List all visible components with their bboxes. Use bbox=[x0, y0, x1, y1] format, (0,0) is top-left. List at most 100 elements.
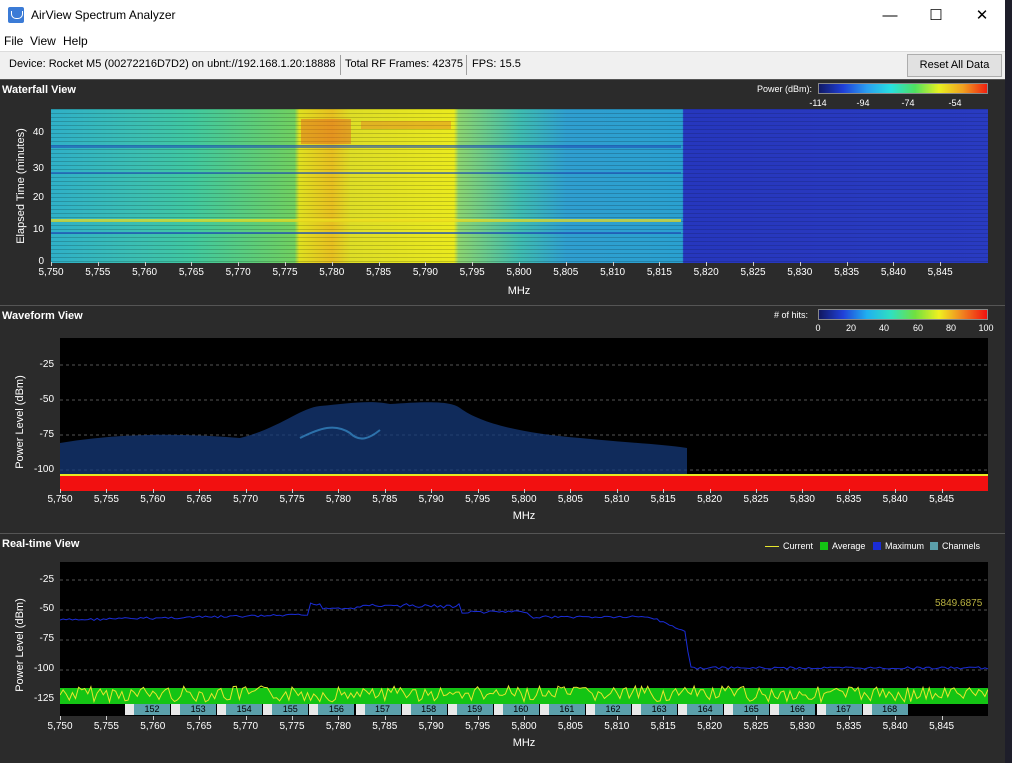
channel-164[interactable]: 164 bbox=[687, 704, 724, 715]
channel-155[interactable]: 155 bbox=[272, 704, 309, 715]
close-button[interactable]: ✕ bbox=[975, 7, 989, 24]
waterfall-y-tick: 0 bbox=[38, 256, 44, 267]
window-title: AirView Spectrum Analyzer bbox=[31, 8, 176, 22]
channel-159[interactable]: 159 bbox=[456, 704, 493, 715]
menu-bar: File View Help bbox=[0, 31, 1005, 51]
x-tick-mark bbox=[848, 716, 850, 720]
x-tick-label: 5,770 bbox=[233, 721, 259, 732]
realtime-panel: Real-time View Current Average Maximum C… bbox=[0, 533, 1005, 763]
title-bar[interactable]: AirView Spectrum Analyzer — ☐ ✕ bbox=[0, 0, 1005, 31]
x-tick-label: 5,830 bbox=[789, 494, 815, 505]
channel-168[interactable]: 168 bbox=[871, 704, 908, 715]
status-divider bbox=[340, 55, 341, 75]
x-tick-label: 5,775 bbox=[272, 267, 298, 278]
current-legend-swatch bbox=[765, 546, 779, 547]
channel-separator bbox=[447, 704, 458, 715]
x-tick-mark bbox=[799, 262, 801, 266]
maximize-button[interactable]: ☐ bbox=[929, 7, 943, 24]
menu-file[interactable]: File bbox=[4, 34, 24, 48]
x-tick-mark bbox=[472, 262, 474, 266]
maximum-legend: Maximum bbox=[885, 541, 925, 551]
x-tick-label: 5,770 bbox=[225, 267, 251, 278]
channel-157[interactable]: 157 bbox=[364, 704, 401, 715]
x-tick-mark bbox=[895, 716, 897, 720]
channel-167[interactable]: 167 bbox=[825, 704, 862, 715]
x-tick-label: 5,780 bbox=[325, 494, 351, 505]
minimize-button[interactable]: — bbox=[882, 7, 898, 24]
channel-166[interactable]: 166 bbox=[779, 704, 816, 715]
channel-165[interactable]: 165 bbox=[733, 704, 770, 715]
x-tick-label: 5,805 bbox=[557, 721, 583, 732]
channel-160[interactable]: 160 bbox=[502, 704, 539, 715]
hits-tick: 60 bbox=[912, 323, 924, 333]
x-tick-label: 5,820 bbox=[697, 721, 723, 732]
realtime-plot[interactable]: 5849.6875 bbox=[60, 562, 988, 709]
waterfall-panel: Waterfall View Power (dBm): -114 -94 -74… bbox=[0, 79, 1005, 304]
x-tick-mark bbox=[802, 716, 804, 720]
hits-tick: 20 bbox=[845, 323, 857, 333]
hits-tick: 0 bbox=[815, 323, 821, 333]
x-tick-label: 5,765 bbox=[178, 267, 204, 278]
channel-152[interactable]: 152 bbox=[134, 704, 170, 715]
current-legend: Current bbox=[783, 541, 814, 551]
x-tick-label: 5,750 bbox=[47, 494, 73, 505]
x-tick-label: 5,755 bbox=[85, 267, 111, 278]
channel-154[interactable]: 154 bbox=[226, 704, 263, 715]
x-tick-label: 5,830 bbox=[789, 721, 815, 732]
x-tick-mark bbox=[245, 716, 247, 720]
channel-163[interactable]: 163 bbox=[641, 704, 678, 715]
channel-separator bbox=[862, 704, 873, 715]
x-tick-mark bbox=[756, 489, 757, 493]
x-tick-mark bbox=[565, 262, 567, 266]
x-tick-label: 5,785 bbox=[372, 721, 398, 732]
x-tick-mark bbox=[106, 489, 108, 493]
x-tick-label: 5,835 bbox=[836, 721, 862, 732]
x-tick-label: 5,825 bbox=[743, 721, 769, 732]
waterfall-scanlines bbox=[51, 109, 988, 263]
channel-153[interactable]: 153 bbox=[180, 704, 217, 715]
waveform-y-tick: -50 bbox=[39, 394, 54, 405]
channel-separator bbox=[263, 704, 274, 715]
waterfall-y-label: Elapsed Time (minutes) bbox=[15, 128, 27, 244]
waterfall-title: Waterfall View bbox=[2, 84, 76, 96]
waterfall-plot[interactable] bbox=[51, 109, 988, 263]
waveform-y-tick: -75 bbox=[39, 429, 54, 440]
x-tick-mark bbox=[144, 262, 146, 266]
channel-separator bbox=[401, 704, 412, 715]
x-tick-label: 5,810 bbox=[604, 721, 630, 732]
x-tick-mark bbox=[292, 716, 293, 720]
menu-help[interactable]: Help bbox=[63, 34, 88, 48]
waveform-title: Waveform View bbox=[2, 310, 83, 322]
x-tick-label: 5,815 bbox=[650, 721, 676, 732]
x-tick-label: 5,800 bbox=[511, 721, 537, 732]
current-series bbox=[60, 684, 988, 704]
channel-separator bbox=[539, 704, 550, 715]
channel-156[interactable]: 156 bbox=[318, 704, 355, 715]
x-tick-mark bbox=[152, 716, 154, 720]
x-tick-mark bbox=[570, 489, 572, 493]
channel-separator bbox=[724, 704, 735, 715]
realtime-y-tick: -125 bbox=[33, 693, 54, 704]
x-tick-mark bbox=[895, 489, 897, 493]
waterfall-x-label: MHz bbox=[507, 285, 531, 297]
channel-161[interactable]: 161 bbox=[548, 704, 585, 715]
hits-colorbar bbox=[818, 309, 988, 320]
x-tick-label: 5,805 bbox=[553, 267, 579, 278]
x-tick-mark bbox=[709, 716, 711, 720]
reset-all-data-button[interactable]: Reset All Data bbox=[907, 54, 1002, 77]
x-tick-label: 5,790 bbox=[412, 267, 438, 278]
realtime-x-label: MHz bbox=[512, 737, 536, 749]
channel-158[interactable]: 158 bbox=[410, 704, 447, 715]
cursor-readout: 5849.6875 bbox=[935, 598, 983, 609]
x-tick-label: 5,845 bbox=[929, 494, 955, 505]
x-tick-mark bbox=[663, 489, 665, 493]
x-tick-mark bbox=[659, 262, 661, 266]
waveform-plot[interactable] bbox=[60, 338, 988, 491]
x-tick-label: 5,815 bbox=[646, 267, 672, 278]
menu-view[interactable]: View bbox=[30, 34, 56, 48]
channel-162[interactable]: 162 bbox=[595, 704, 631, 715]
x-tick-mark bbox=[199, 489, 201, 493]
x-tick-label: 5,775 bbox=[279, 494, 305, 505]
x-tick-label: 5,790 bbox=[418, 494, 444, 505]
x-tick-mark bbox=[524, 716, 525, 720]
